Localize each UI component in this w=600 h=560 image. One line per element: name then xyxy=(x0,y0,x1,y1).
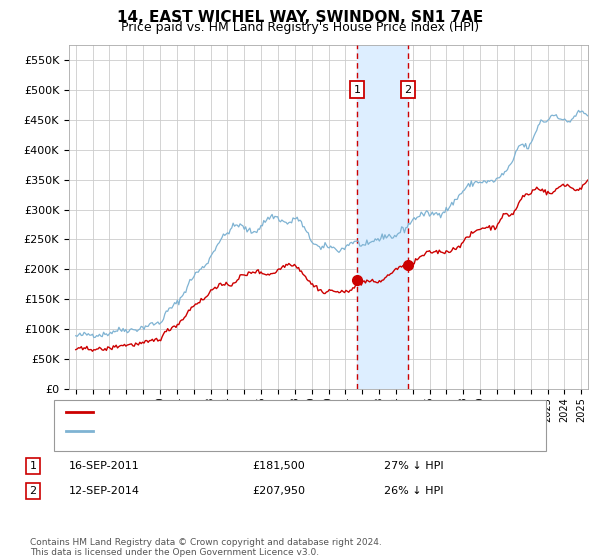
Text: Contains HM Land Registry data © Crown copyright and database right 2024.
This d: Contains HM Land Registry data © Crown c… xyxy=(30,538,382,557)
Text: 2: 2 xyxy=(404,85,412,95)
Text: 12-SEP-2014: 12-SEP-2014 xyxy=(69,486,140,496)
Text: 14, EAST WICHEL WAY, SWINDON, SN1 7AE: 14, EAST WICHEL WAY, SWINDON, SN1 7AE xyxy=(117,10,483,25)
Text: 2: 2 xyxy=(29,486,37,496)
Text: £181,500: £181,500 xyxy=(252,461,305,471)
Text: HPI: Average price, detached house, Swindon: HPI: Average price, detached house, Swin… xyxy=(99,426,353,436)
Text: £207,950: £207,950 xyxy=(252,486,305,496)
Text: 16-SEP-2011: 16-SEP-2011 xyxy=(69,461,140,471)
Text: 1: 1 xyxy=(354,85,361,95)
Bar xyxy=(358,45,408,389)
Text: 1: 1 xyxy=(29,461,37,471)
Text: 26% ↓ HPI: 26% ↓ HPI xyxy=(384,486,443,496)
Text: 27% ↓ HPI: 27% ↓ HPI xyxy=(384,461,443,471)
Text: 14, EAST WICHEL WAY, SWINDON, SN1 7AE (detached house): 14, EAST WICHEL WAY, SWINDON, SN1 7AE (d… xyxy=(99,407,442,417)
Text: Price paid vs. HM Land Registry's House Price Index (HPI): Price paid vs. HM Land Registry's House … xyxy=(121,21,479,34)
